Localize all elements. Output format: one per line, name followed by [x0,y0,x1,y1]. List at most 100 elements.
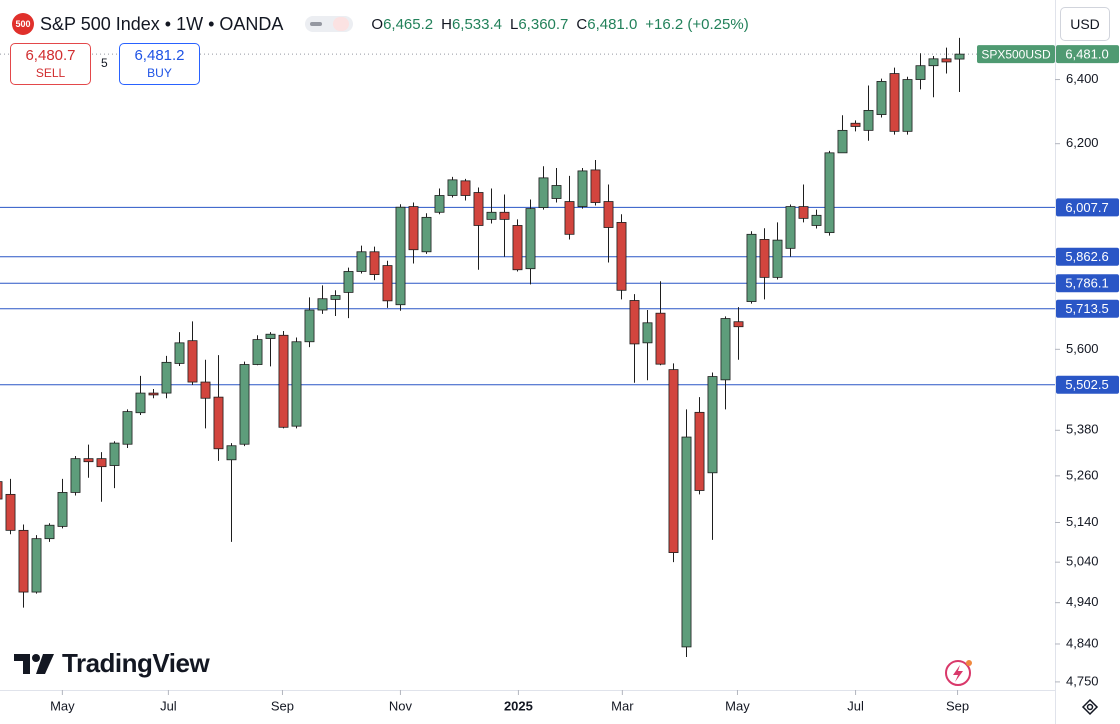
last-price-box [1056,45,1119,64]
level-label-box [1056,274,1119,293]
candle-body [473,192,484,226]
candle-body [369,251,380,275]
candle-body [850,122,861,127]
candle-body [954,53,965,60]
currency-button[interactable]: USD [1060,7,1110,41]
candle-body [902,79,913,132]
candle-body [486,211,497,220]
candle-body [577,170,588,207]
plot-area [0,37,1055,657]
x-tick-label: Sep [946,698,969,713]
symbol-badge: 500 [12,13,34,35]
candle-body [447,179,458,196]
candle-body [174,342,185,364]
candle-body [460,180,471,196]
y-tick-label: 6,200 [1066,135,1099,150]
candle-body [811,214,822,226]
candle-body [434,195,445,213]
candle-body [512,225,523,271]
candle-body [525,208,536,270]
buy-label: BUY [147,66,172,80]
brand-logo [14,653,54,674]
spread: 5 [101,56,108,70]
candle-body [863,109,874,131]
symbol-title[interactable]: S&P 500 Index • 1W • OANDA [40,13,284,34]
x-tick-label: Sep [271,698,294,713]
y-tick-label: 5,380 [1066,422,1099,437]
level-label: 5,862.6 [1065,249,1108,264]
y-tick-label: 4,940 [1066,594,1099,609]
level-label: 5,786.1 [1065,276,1108,291]
ohlc-close: C6,481.0 [576,16,637,33]
candle-body [239,364,250,445]
candle-body [772,239,783,278]
candle-body [161,361,172,394]
candle-body [304,309,315,343]
candle-body [5,493,16,531]
candle-body [252,339,263,365]
candle-body [109,442,120,466]
last-price-label: 6,481.0 [1065,47,1108,62]
candle-body [707,376,718,474]
candle-body [603,201,614,228]
candle-body [356,251,367,272]
toggle[interactable] [305,16,354,32]
candle-body [330,295,341,300]
sell-button[interactable]: 6,480.7 SELL [10,43,91,85]
level-label: 5,502.5 [1065,377,1108,392]
candle-body [551,185,562,199]
candle-body [915,65,926,80]
ohlc-value: 6,481.0 [587,15,638,33]
candle-body [759,239,770,278]
candle-body [564,201,575,235]
ohlc-high: H6,533.4 [441,16,502,33]
buy-button[interactable]: 6,481.2 BUY [119,43,200,85]
candle-body [499,211,510,220]
change: +16.2 (+0.25%) [645,15,749,33]
candle-body [928,58,939,67]
x-tick-label: Mar [611,698,634,713]
x-tick-label: Jul [847,698,864,713]
y-tick-label: 5,140 [1066,514,1099,529]
header: 500 S&P 500 Index • 1W • OANDA O6,465.2 … [12,10,749,38]
x-tick-label: May [725,698,750,713]
sell-price: 6,480.7 [25,47,76,64]
candle-body [395,206,406,306]
level-label-box [1056,198,1119,217]
candle-body [889,73,900,132]
ohlc-key: C [576,15,588,33]
sell-label: SELL [35,66,66,80]
buy-price: 6,481.2 [134,47,185,64]
candle-body [616,222,627,291]
ohlc-key: O [371,15,384,33]
x-tick-label: Nov [389,698,413,713]
candle-body [746,233,757,302]
ohlc-key: L [510,15,519,33]
candle-body [655,312,666,365]
candle-body [70,458,81,493]
lightning-icon [945,660,972,686]
candle-body [629,300,640,345]
candle-body [122,411,133,445]
x-tick-label: 2025 [504,698,533,713]
candle-body [408,206,419,251]
level-label: 5,713.5 [1065,301,1108,316]
candle-body [642,322,653,344]
symbol-label: SPX500USD [981,47,1051,61]
axes: 4,750 4,840 4,940 5,040 5,140 5,260 5,380 5,600… [50,45,1119,713]
candle-body [694,411,705,491]
candle-body [720,318,731,381]
candle-body [343,271,354,293]
level-label-box [1056,375,1119,394]
candle-body [733,321,744,328]
ohlc-open: O6,465.2 [371,16,433,33]
candle-body [590,169,601,203]
candle-body [96,458,107,468]
candle-body [798,206,809,219]
settings-icon[interactable] [1081,698,1099,716]
y-tick-label: 5,600 [1066,341,1099,356]
ohlc-value: 6,533.4 [451,15,502,33]
brand: TradingView [14,648,210,679]
candle-body [148,392,159,396]
